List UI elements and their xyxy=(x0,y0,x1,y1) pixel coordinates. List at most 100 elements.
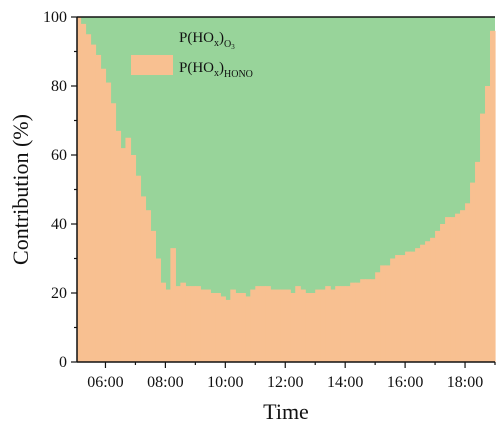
hono-bar xyxy=(220,296,226,362)
hono-bar xyxy=(410,251,416,362)
y-tick-label: 20 xyxy=(51,285,67,302)
hono-bar xyxy=(290,293,296,362)
hono-bar xyxy=(275,289,281,362)
hono-bar xyxy=(370,279,376,362)
hono-bar xyxy=(375,272,381,362)
hono-bar xyxy=(270,289,276,362)
hono-bar xyxy=(445,217,451,362)
hono-bar xyxy=(150,230,157,362)
hono-bar xyxy=(170,248,176,362)
hono-bar xyxy=(390,258,396,362)
hono-bar xyxy=(135,175,142,362)
hono-bar xyxy=(77,17,82,362)
hono-bar xyxy=(460,210,466,362)
hono-bar xyxy=(470,182,476,362)
legend-label-hono: P(HOx)HONO xyxy=(179,60,253,80)
x-axis-title: Time xyxy=(263,399,309,424)
y-tick-label: 80 xyxy=(51,78,67,95)
y-tick-label: 100 xyxy=(43,9,67,26)
hono-bar xyxy=(265,286,271,362)
hono-bar xyxy=(130,155,137,362)
hono-bar xyxy=(335,286,341,362)
hono-bar xyxy=(200,289,206,362)
hono-bar xyxy=(365,279,371,362)
hono-bar xyxy=(180,282,186,362)
hono-bar xyxy=(305,293,311,362)
hono-bar xyxy=(420,244,426,362)
hono-bar xyxy=(160,282,166,362)
hono-bar xyxy=(430,237,436,362)
hono-bar xyxy=(245,296,251,362)
hono-bar xyxy=(205,289,211,362)
hono-bar xyxy=(110,103,117,362)
legend-label-o3: P(HOx)O3 xyxy=(179,30,235,51)
hono-bar xyxy=(185,286,191,362)
hono-bar xyxy=(435,230,441,362)
hono-bar xyxy=(210,293,216,362)
hono-bar xyxy=(450,217,456,362)
hono-bar xyxy=(215,293,221,362)
hono-bar xyxy=(340,286,346,362)
hono-bar xyxy=(120,148,127,362)
x-axis: 06:00 08:00 10:00 12:00 14:00 16:00 18:00 xyxy=(87,362,496,391)
hono-bar xyxy=(400,255,406,362)
hono-bar xyxy=(90,44,97,362)
hono-bar xyxy=(100,68,107,362)
hono-bar xyxy=(85,34,92,362)
hono-bar xyxy=(465,203,471,362)
hono-bar xyxy=(315,289,321,362)
hono-bar xyxy=(165,289,171,362)
hono-bar xyxy=(355,282,361,362)
hono-bar xyxy=(250,289,256,362)
y-tick-label: 60 xyxy=(51,147,67,164)
hono-bar xyxy=(230,289,236,362)
hono-bar xyxy=(280,289,286,362)
hono-bar xyxy=(310,293,316,362)
hono-bar xyxy=(425,241,431,362)
hono-bar xyxy=(285,289,291,362)
hono-bar xyxy=(405,251,411,362)
hono-bar xyxy=(115,130,122,362)
x-tick-label: 16:00 xyxy=(387,374,423,391)
hono-bar xyxy=(380,265,386,362)
legend-swatch-o3 xyxy=(131,25,173,45)
hono-bar xyxy=(175,286,181,362)
hono-bar xyxy=(490,30,496,363)
hono-bar xyxy=(255,286,261,362)
hono-bar xyxy=(350,282,356,362)
x-tick-label: 08:00 xyxy=(147,374,183,391)
x-tick-label: 12:00 xyxy=(267,374,303,391)
hono-bar xyxy=(125,137,132,362)
hono-bar xyxy=(440,224,446,362)
hono-bar xyxy=(325,286,331,362)
hono-bar xyxy=(240,293,246,362)
hono-bar xyxy=(330,289,336,362)
hono-bar xyxy=(320,289,326,362)
hono-bar xyxy=(195,286,201,362)
hono-bar xyxy=(480,113,486,362)
legend: P(HOx)O3 P(HOx)HONO xyxy=(131,25,253,80)
series-hono-area xyxy=(77,17,496,363)
y-axis-title: Contribution (%) xyxy=(8,114,33,265)
hono-bar xyxy=(155,258,162,362)
x-tick-label: 14:00 xyxy=(327,374,363,391)
hono-bar xyxy=(395,255,401,362)
hono-bar xyxy=(485,86,491,362)
y-axis: 0 20 40 60 80 100 xyxy=(43,9,77,371)
x-tick-label: 10:00 xyxy=(207,374,243,391)
hono-bar xyxy=(145,210,152,362)
y-tick-label: 40 xyxy=(51,216,67,233)
hono-bar xyxy=(385,265,391,362)
hono-bar xyxy=(190,286,196,362)
hono-bar xyxy=(455,213,461,362)
hono-bar xyxy=(235,293,241,362)
legend-swatch-hono xyxy=(131,55,173,75)
hono-bar xyxy=(345,286,351,362)
y-tick-label: 0 xyxy=(59,354,67,371)
hono-bar xyxy=(225,299,231,362)
hono-bar xyxy=(415,248,421,362)
hono-bar xyxy=(140,196,147,362)
hono-bar xyxy=(105,82,112,363)
